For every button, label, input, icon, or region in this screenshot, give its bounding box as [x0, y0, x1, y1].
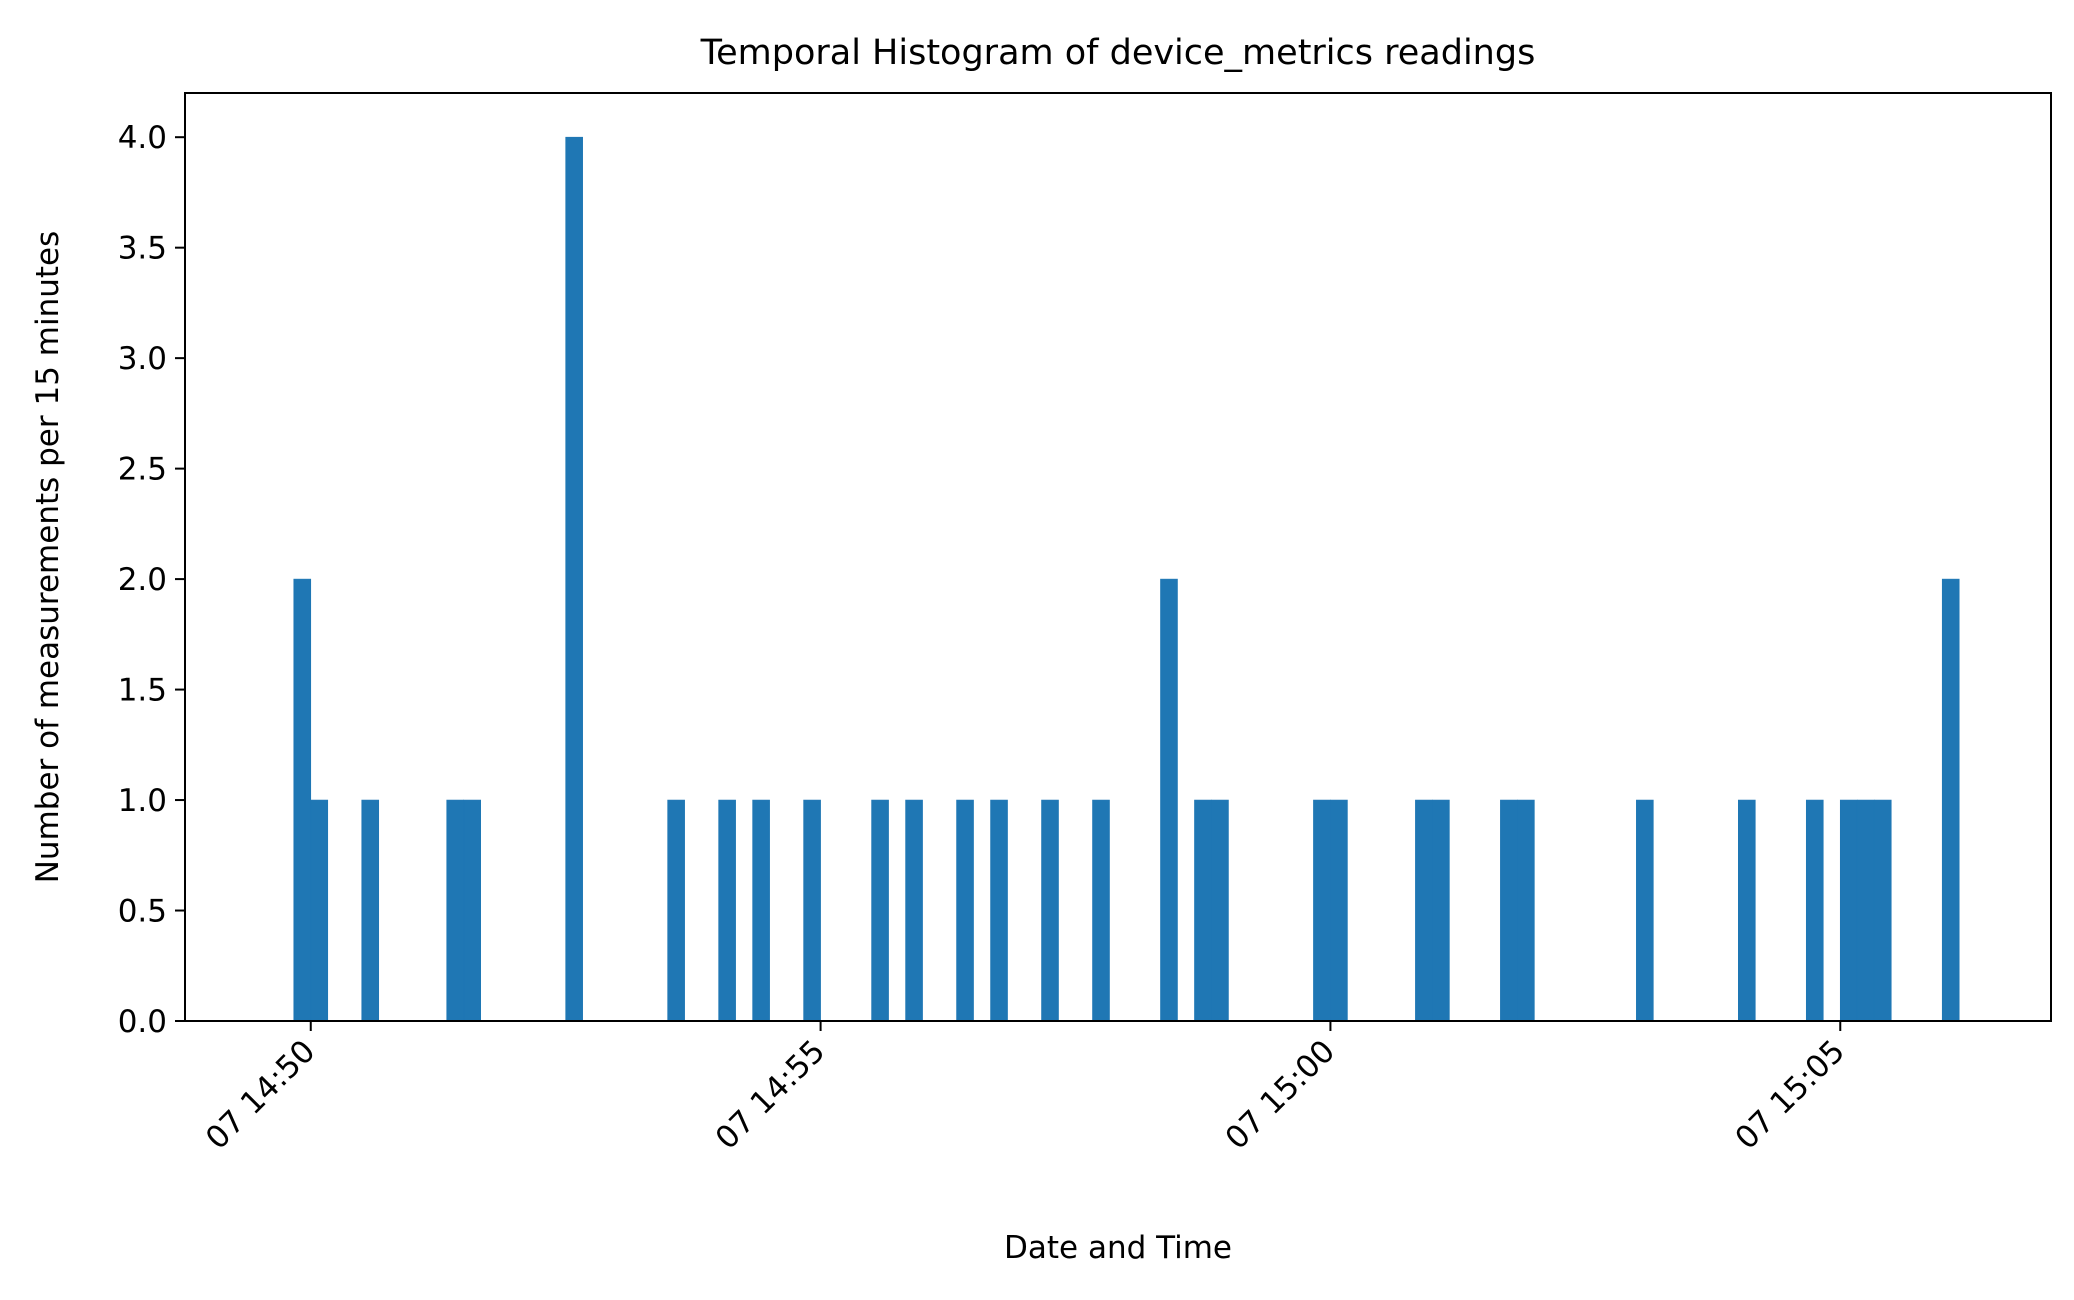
x-axis: 07 14:50 07 14:55 07 15:00 07 15:05 [199, 1021, 1852, 1157]
y-tick-label-8: 4.0 [118, 120, 167, 156]
y-axis: 0.0 0.5 1.0 1.5 2.0 2.5 3.0 3.5 4.0 [118, 120, 185, 1040]
histogram-bar-9 [803, 799, 821, 1022]
histogram-bar-31 [1941, 578, 1960, 1022]
y-tick-label-5: 2.5 [118, 452, 167, 488]
histogram-bar-28 [1839, 799, 1858, 1022]
histogram-bar-2 [361, 799, 380, 1022]
histogram-bar-7 [718, 799, 736, 1022]
histogram-bar-11 [905, 799, 923, 1022]
histogram-bar-15 [1092, 799, 1110, 1022]
y-tick-label-7: 3.5 [118, 231, 167, 267]
x-tick-label-2: 07 15:00 [1219, 1033, 1342, 1156]
histogram-bar-18 [1211, 799, 1229, 1022]
plot-frame [184, 92, 2052, 1022]
histogram-bar-13 [990, 799, 1008, 1022]
histogram-bar-19 [1313, 799, 1331, 1022]
y-tick-label-0: 0.0 [118, 1004, 167, 1040]
chart-title: Temporal Histogram of device_metrics rea… [700, 33, 1536, 73]
x-axis-label: Date and Time [1004, 1230, 1232, 1266]
histogram-bar-22 [1432, 799, 1450, 1022]
histogram-bar-16 [1160, 578, 1178, 1022]
histogram-bar-29 [1856, 799, 1875, 1022]
y-tick-label-1: 0.5 [118, 894, 167, 930]
histogram-bar-0 [293, 578, 312, 1022]
histogram-bar-6 [667, 799, 685, 1022]
y-tick-label-2: 1.0 [118, 783, 167, 819]
histogram-bar-25 [1636, 799, 1654, 1022]
histogram-bar-17 [1194, 799, 1212, 1022]
histogram-bar-20 [1330, 799, 1348, 1022]
x-tick-label-3: 07 15:05 [1728, 1033, 1851, 1156]
histogram-bar-21 [1415, 799, 1433, 1022]
x-tick-label-0: 07 14:50 [199, 1033, 322, 1156]
histogram-bar-1 [310, 799, 329, 1022]
histogram-bar-24 [1517, 799, 1535, 1022]
histogram-bar-3 [446, 799, 465, 1022]
histogram-bar-12 [956, 799, 974, 1022]
histogram-bar-4 [463, 799, 481, 1022]
histogram-bar-5 [565, 136, 583, 1022]
y-axis-label: Number of measurements per 15 minutes [30, 231, 66, 884]
histogram-bar-10 [871, 799, 889, 1022]
histogram-bar-27 [1805, 799, 1824, 1022]
histogram-bar-14 [1041, 799, 1059, 1022]
histogram-bar-8 [752, 799, 770, 1022]
histogram-bar-26 [1738, 799, 1756, 1022]
x-tick-label-1: 07 14:55 [709, 1033, 832, 1156]
y-tick-label-3: 1.5 [118, 673, 167, 709]
y-tick-label-6: 3.0 [118, 341, 167, 377]
histogram-bar-30 [1873, 799, 1892, 1022]
histogram-bar-23 [1500, 799, 1518, 1022]
y-tick-label-4: 2.0 [118, 562, 167, 598]
bar-group [293, 136, 1960, 1022]
